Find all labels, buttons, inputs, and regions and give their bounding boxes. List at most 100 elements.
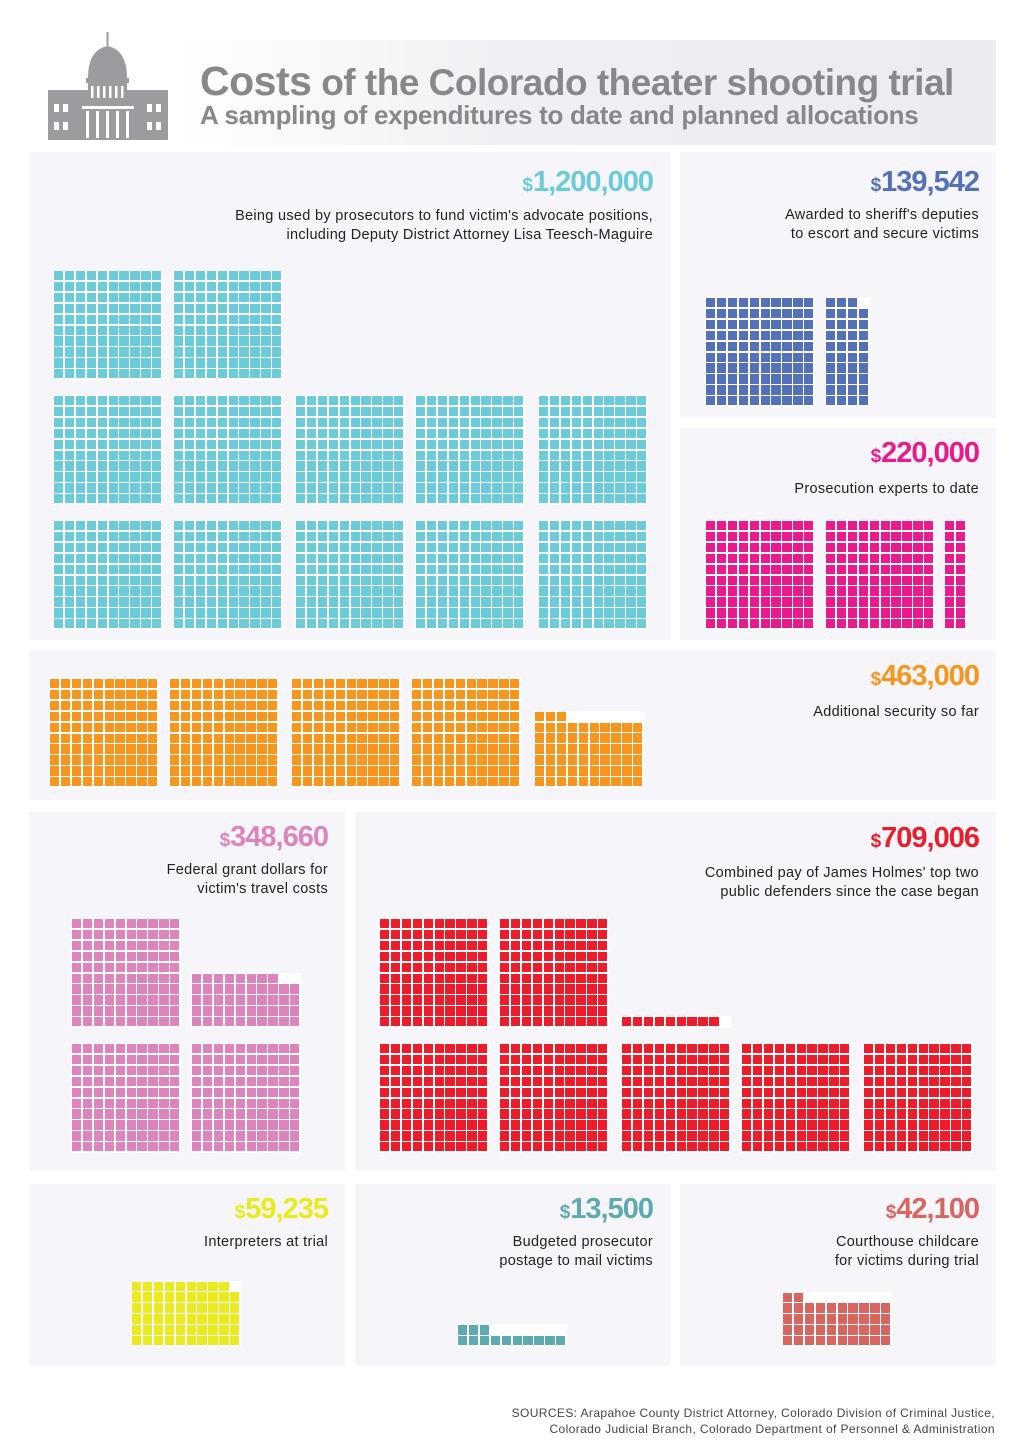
waffle-cell bbox=[130, 417, 140, 428]
waffle-cell bbox=[239, 292, 249, 303]
waffle-cell bbox=[192, 1109, 202, 1119]
waffle-cell bbox=[760, 586, 770, 596]
waffle-cell bbox=[782, 608, 792, 618]
waffle-cell bbox=[720, 1120, 730, 1130]
waffle-cell bbox=[918, 1076, 928, 1087]
waffle-cell bbox=[119, 281, 129, 292]
waffle-cell bbox=[302, 777, 313, 787]
waffle-cell bbox=[587, 962, 597, 972]
waffle-cell bbox=[313, 744, 324, 754]
waffle-cell bbox=[97, 461, 107, 471]
waffle-cell bbox=[445, 1109, 455, 1119]
waffle-cell bbox=[598, 929, 608, 940]
waffle-cell bbox=[228, 472, 238, 482]
waffle-cell bbox=[470, 483, 480, 493]
waffle-cell bbox=[929, 1065, 939, 1076]
waffle-cell bbox=[104, 929, 115, 940]
waffle-cell bbox=[268, 755, 278, 765]
waffle-cell bbox=[416, 521, 426, 531]
waffle-cell bbox=[763, 1109, 774, 1119]
waffle-cell bbox=[593, 439, 603, 449]
waffle-cell bbox=[97, 347, 107, 357]
amount-label: $709,006 bbox=[870, 822, 980, 854]
waffle-cell bbox=[951, 1142, 961, 1152]
waffle-cell bbox=[97, 439, 107, 449]
waffle-cell bbox=[560, 450, 571, 460]
waffle-cell bbox=[416, 597, 426, 607]
waffle-cell bbox=[379, 679, 389, 689]
waffle-cell bbox=[478, 1120, 488, 1130]
waffle-cell bbox=[93, 962, 104, 972]
waffle-cell bbox=[426, 396, 437, 406]
waffle-cell bbox=[246, 755, 256, 765]
waffle-cell bbox=[184, 564, 195, 574]
waffle-cell bbox=[202, 711, 213, 722]
waffle-cell bbox=[317, 564, 328, 574]
waffle-cell bbox=[197, 1314, 207, 1324]
waffle-cell bbox=[93, 984, 104, 994]
waffle-cell bbox=[115, 766, 125, 776]
waffle-cell bbox=[82, 766, 93, 776]
waffle-cell bbox=[394, 553, 404, 564]
waffle-cell bbox=[350, 619, 360, 629]
waffle-cell bbox=[643, 1109, 654, 1119]
waffle-cell bbox=[137, 995, 147, 1005]
waffle-cell bbox=[785, 1076, 795, 1087]
waffle-cell bbox=[582, 619, 592, 629]
waffle-cell bbox=[510, 919, 521, 929]
waffle-cell bbox=[448, 575, 459, 585]
amount-label: $59,235 bbox=[234, 1193, 329, 1225]
waffle-cell bbox=[54, 369, 64, 379]
waffle-cell bbox=[257, 1087, 267, 1097]
waffle-cell bbox=[174, 314, 184, 324]
waffle-cell bbox=[230, 1314, 240, 1324]
waffle-cell bbox=[560, 483, 571, 493]
waffle-cell bbox=[940, 1098, 950, 1108]
waffle-cell bbox=[774, 1087, 785, 1097]
waffle-cell bbox=[250, 314, 260, 324]
waffle-cell bbox=[549, 417, 560, 428]
waffle-cell bbox=[153, 1292, 164, 1302]
waffle-cell bbox=[924, 531, 934, 542]
waffle-cell bbox=[75, 531, 86, 542]
waffle-cell bbox=[126, 1076, 136, 1087]
waffle-cell bbox=[250, 396, 260, 406]
waffle-cell bbox=[774, 1076, 785, 1087]
waffle-cell bbox=[137, 733, 147, 743]
waffle-cell bbox=[445, 1006, 455, 1016]
waffle-cell bbox=[412, 744, 422, 754]
waffle-cell bbox=[235, 722, 245, 732]
waffle-cell bbox=[582, 586, 592, 596]
waffle-cell bbox=[477, 755, 487, 765]
waffle-cell bbox=[499, 679, 509, 689]
waffle-cell bbox=[390, 962, 401, 972]
waffle-cell bbox=[339, 586, 349, 596]
waffle-cell bbox=[126, 1098, 136, 1108]
waffle-cell bbox=[554, 984, 564, 994]
waffle-cell bbox=[470, 417, 480, 428]
waffle-cell bbox=[75, 494, 86, 504]
waffle-cell bbox=[836, 597, 847, 607]
waffle-cell bbox=[250, 553, 260, 564]
waffle-cell bbox=[774, 1109, 785, 1119]
waffle-cell bbox=[774, 1131, 785, 1141]
waffle-cell bbox=[272, 450, 282, 460]
waffle-cell bbox=[71, 679, 82, 689]
waffle-cell bbox=[720, 1087, 730, 1097]
waffle-cell bbox=[401, 1006, 412, 1016]
waffle-cell bbox=[72, 1109, 82, 1119]
waffle-cell bbox=[565, 1065, 575, 1076]
waffle-cell bbox=[412, 1065, 423, 1076]
waffle-cell bbox=[593, 450, 603, 460]
waffle-cell bbox=[470, 494, 480, 504]
waffle-cell bbox=[202, 1076, 213, 1087]
waffle-cell bbox=[470, 575, 480, 585]
waffle-cell bbox=[499, 722, 509, 732]
waffle-cell bbox=[481, 619, 491, 629]
waffle-cell bbox=[587, 1087, 597, 1097]
waffle-cell bbox=[477, 700, 487, 711]
waffle-cell bbox=[545, 722, 556, 732]
waffle-cell bbox=[202, 700, 213, 711]
waffle-cell bbox=[423, 1065, 433, 1076]
waffle-cell bbox=[213, 1006, 224, 1016]
